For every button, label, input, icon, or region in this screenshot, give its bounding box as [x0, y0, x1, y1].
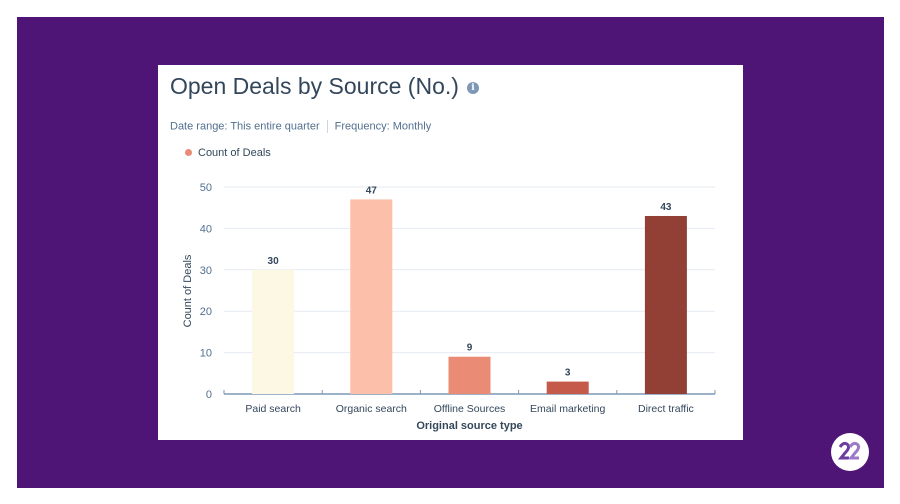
y-tick-label: 40 — [200, 223, 212, 235]
x-axis-title: Original source type — [416, 420, 522, 432]
x-tick-label: Email marketing — [530, 403, 605, 415]
bar[interactable] — [252, 269, 295, 394]
y-tick-label: 20 — [200, 306, 212, 318]
legend-dot-icon — [185, 149, 192, 156]
x-tick-label: Organic search — [336, 403, 407, 415]
frequency[interactable]: Frequency: Monthly — [334, 120, 432, 133]
brand-logo — [831, 433, 869, 471]
x-tick-label: Offline Sources — [434, 403, 506, 415]
x-tick-label: Paid search — [245, 403, 301, 415]
divider — [326, 120, 328, 133]
bar[interactable] — [448, 356, 491, 394]
y-tick-label: 0 — [206, 389, 212, 401]
y-tick-label: 30 — [200, 265, 212, 277]
data-label: 9 — [467, 343, 473, 354]
legend-label: Count of Deals — [198, 147, 271, 159]
bar[interactable] — [644, 215, 687, 394]
y-tick-label: 50 — [200, 182, 212, 194]
y-axis-title: Count of Deals — [182, 254, 194, 327]
data-label: 47 — [366, 185, 378, 196]
bar[interactable] — [350, 199, 393, 394]
y-tick-label: 10 — [200, 348, 212, 360]
x-tick-label: Direct traffic — [638, 403, 694, 415]
title-text: Open Deals by Source (No.) — [170, 73, 459, 99]
date-range[interactable]: Date range: This entire quarter — [170, 120, 320, 133]
data-label: 3 — [565, 368, 571, 379]
data-label: 43 — [660, 202, 672, 213]
chart-meta: Date range: This entire quarter Frequency… — [170, 120, 431, 133]
info-icon[interactable]: i — [466, 81, 479, 94]
chart-title: Open Deals by Source (No.) i — [170, 73, 479, 100]
legend-item[interactable]: Count of Deals — [185, 147, 271, 159]
data-label: 30 — [268, 256, 280, 267]
bar[interactable] — [546, 381, 589, 394]
